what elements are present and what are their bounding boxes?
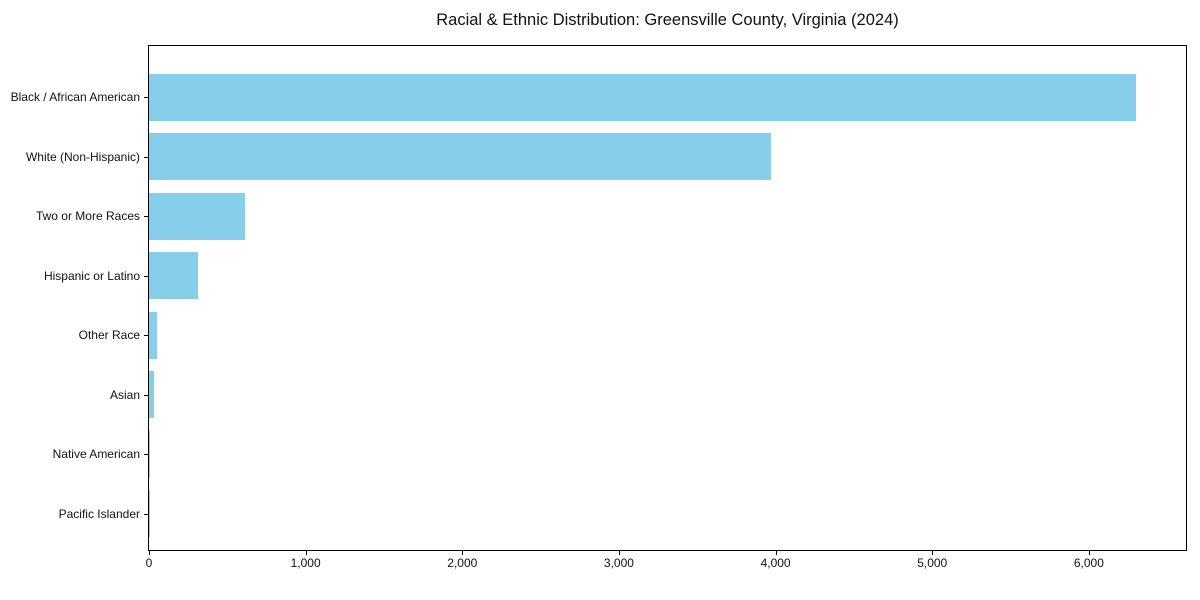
y-axis-label: Pacific Islander	[58, 506, 140, 521]
y-tick-mark	[144, 513, 148, 515]
x-tick-mark	[932, 551, 934, 555]
y-axis-label: Asian	[109, 387, 140, 402]
y-tick-mark	[144, 454, 148, 456]
y-tick-mark	[144, 216, 148, 218]
x-tick-label: 5,000	[917, 556, 948, 570]
chart-title: Racial & Ethnic Distribution: Greensvill…	[436, 11, 899, 29]
y-axis-label: Two or More Races	[35, 209, 140, 224]
bar-asian	[149, 371, 154, 419]
bar-two-or-more-races	[149, 192, 245, 240]
bar-native-american	[149, 430, 150, 478]
x-tick-label: 3,000	[603, 556, 634, 570]
y-tick-mark	[144, 335, 148, 337]
bar-other-race	[149, 311, 157, 359]
x-tick-label: 6,000	[1073, 556, 1104, 570]
x-tick-mark	[618, 551, 620, 555]
bar-hispanic-or-latino	[149, 252, 198, 300]
y-axis-label: White (Non-Hispanic)	[25, 149, 140, 164]
y-axis-label: Black / African American	[10, 90, 140, 105]
y-axis-label: Hispanic or Latino	[43, 268, 140, 283]
x-tick-mark	[149, 551, 150, 555]
x-tick-label: 4,000	[760, 556, 791, 570]
x-tick-label: 0	[145, 556, 153, 570]
bar-black-african-american	[149, 73, 1136, 121]
x-tick-mark	[1088, 551, 1090, 555]
x-tick-label: 2,000	[447, 556, 478, 570]
y-tick-mark	[144, 97, 148, 99]
plot-area	[148, 45, 1187, 551]
y-tick-mark	[144, 156, 148, 158]
x-tick-mark	[462, 551, 464, 555]
y-axis-label: Other Race	[78, 328, 140, 343]
y-axis-label: Native American	[52, 447, 140, 462]
x-tick-label: 1,000	[290, 556, 321, 570]
x-tick-mark	[305, 551, 307, 555]
y-tick-mark	[144, 275, 148, 277]
x-tick-mark	[775, 551, 777, 555]
bar-white-non-hispanic	[149, 133, 771, 181]
y-tick-mark	[144, 394, 148, 396]
